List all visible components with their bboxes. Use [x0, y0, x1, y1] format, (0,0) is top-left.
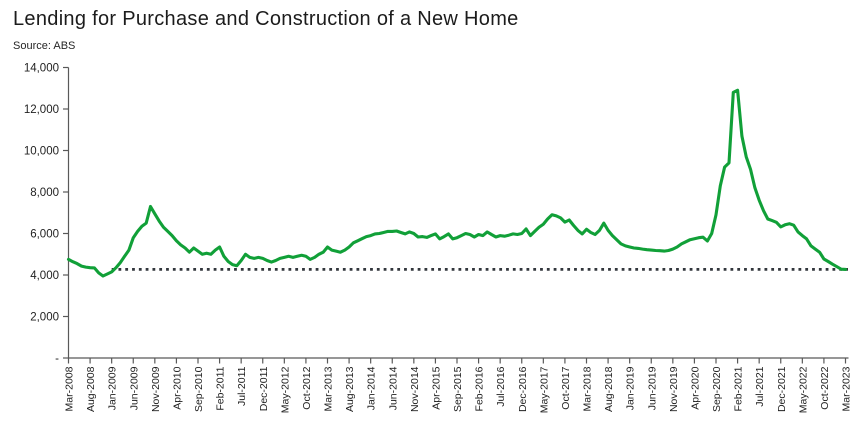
x-tick-label: Nov-2014: [409, 366, 421, 412]
y-tick-label: 8,000: [30, 187, 59, 199]
x-tick-label: Jul-2021: [754, 366, 766, 406]
x-tick-label: Jan-2019: [625, 366, 637, 410]
y-tick-label: 14,000: [24, 63, 59, 75]
x-tick-label: Sep-2020: [711, 366, 723, 412]
x-tick-label: Apr-2010: [171, 366, 183, 409]
x-tick-label: Jul-2011: [236, 366, 248, 406]
x-tick-label: Jan-2009: [107, 366, 119, 410]
x-tick-label: Mar-2013: [323, 366, 335, 411]
x-tick-label: May-2012: [279, 366, 291, 413]
x-tick-label: Jun-2019: [646, 366, 658, 410]
x-tick-label: Jan-2014: [366, 366, 378, 410]
y-tick-label: 2,000: [30, 312, 59, 324]
x-tick-label: Feb-2011: [215, 366, 227, 410]
x-tick-label: Dec-2016: [517, 366, 529, 412]
x-tick-label: Jun-2014: [387, 366, 399, 410]
x-tick-label: Oct-2022: [819, 366, 831, 409]
chart-title: Lending for Purchase and Construction of…: [13, 8, 519, 30]
x-tick-label: Oct-2017: [560, 366, 572, 409]
y-tick-label: 10,000: [24, 146, 59, 158]
chart-source-note: Source: ABS: [13, 40, 76, 52]
x-tick-label: May-2017: [538, 366, 550, 413]
x-tick-label: Dec-2021: [776, 366, 788, 412]
x-tick-label: Aug-2008: [85, 366, 97, 412]
x-tick-label: Feb-2016: [474, 366, 486, 411]
x-tick-label: May-2022: [797, 366, 809, 413]
x-tick-label: Oct-2012: [301, 366, 313, 409]
x-tick-label: Jun-2009: [128, 366, 140, 410]
x-tick-label: Apr-2015: [430, 366, 442, 409]
x-tick-label: Nov-2009: [150, 366, 162, 412]
x-tick-label: Apr-2020: [689, 366, 701, 409]
x-tick-label: Nov-2019: [668, 366, 680, 412]
y-tick-label: 12,000: [24, 104, 59, 116]
y-tick-label: -: [55, 353, 59, 365]
x-tick-label: Aug-2018: [603, 366, 615, 412]
y-tick-label: 4,000: [30, 270, 59, 282]
x-tick-label: Sep-2015: [452, 366, 464, 412]
x-tick-label: Mar-2008: [64, 366, 76, 411]
x-tick-label: Aug-2013: [344, 366, 356, 412]
series-line: [66, 88, 848, 278]
x-tick-label: Dec-2011: [258, 366, 270, 411]
x-tick-label: Sep-2010: [193, 366, 205, 412]
x-tick-label: Mar-2018: [582, 366, 594, 411]
y-tick-label: 6,000: [30, 229, 59, 241]
x-tick-label: Mar-2023: [841, 366, 853, 411]
x-tick-label: Feb-2021: [733, 366, 745, 411]
x-tick-label: Jul-2016: [495, 366, 507, 406]
